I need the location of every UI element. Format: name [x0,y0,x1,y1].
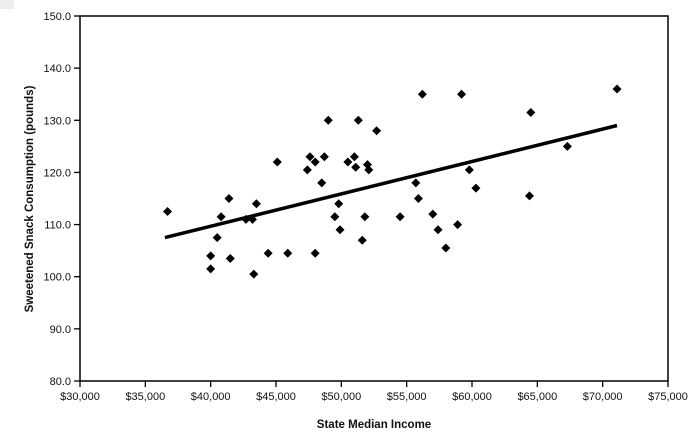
x-tick-label: $55,000 [387,391,427,403]
data-point [251,199,261,209]
data-point [323,115,333,125]
data-point [216,212,226,222]
data-point [357,235,367,245]
data-point [428,209,438,219]
y-tick-label: 80.0 [50,376,71,388]
data-point [353,115,363,125]
data-point [334,199,344,209]
data-point [372,126,382,136]
data-point [360,212,370,222]
data-point [526,107,536,117]
data-point [206,251,216,261]
data-point [441,243,451,253]
x-tick-label: $30,000 [60,391,100,403]
x-tick-label: $50,000 [321,391,361,403]
data-point [212,233,222,243]
data-point [395,212,405,222]
y-tick-label: 150.0 [43,11,71,23]
data-point [163,207,173,217]
data-point [335,225,345,235]
x-axis-ticks: $30,000 $35,000 $40,000 $45,000 $50,000 $55,0… [60,381,688,403]
data-point [612,84,622,94]
y-tick-label: 120.0 [43,167,71,179]
scan-artifact [0,0,14,9]
plot-frame [79,15,669,382]
y-tick-label: 100.0 [43,272,71,284]
x-tick-label: $75,000 [648,391,688,403]
data-point [349,152,359,162]
data-point [330,212,340,222]
data-point [241,214,251,224]
trend-line [164,123,618,240]
data-point [302,165,312,175]
data-point [457,89,467,99]
data-point [317,178,327,188]
data-point [247,214,257,224]
data-point [413,194,423,203]
x-tick-label: $65,000 [517,391,557,403]
y-tick-label: 130.0 [43,115,71,127]
x-tick-label: $70,000 [583,391,623,403]
x-tick-label: $35,000 [125,391,165,403]
y-axis-title: Sweetened Snack Consumption (pounds) [24,85,36,312]
data-point [263,248,273,258]
data-point [272,157,282,167]
data-point [224,194,234,203]
data-point [464,165,474,175]
x-tick-label: $60,000 [452,391,492,403]
x-axis-title: State Median Income [317,419,431,431]
data-point [417,89,427,99]
data-point [524,191,534,201]
x-tick-label: $40,000 [191,391,231,403]
data-point [206,264,216,274]
y-tick-label: 90.0 [50,324,71,336]
y-tick-label: 110.0 [44,220,71,232]
y-tick-label: 140.0 [43,63,71,75]
data-point [562,141,572,151]
y-axis-ticks: 150.0 140.0 130.0 120.0 110.0 100.0 90.0 80.0 [43,11,80,388]
data-point [433,225,443,235]
data-points [163,84,622,279]
data-point [364,165,374,175]
data-point [310,248,320,258]
data-point [453,220,463,230]
data-point [283,248,293,258]
data-point [351,162,361,172]
data-point [471,183,481,193]
x-tick-label: $45,000 [256,391,296,403]
data-point [305,152,315,162]
data-point [411,178,421,188]
data-point [343,157,353,167]
data-point [249,269,259,279]
data-point [319,152,329,162]
data-point [225,253,235,263]
data-point [310,157,320,167]
